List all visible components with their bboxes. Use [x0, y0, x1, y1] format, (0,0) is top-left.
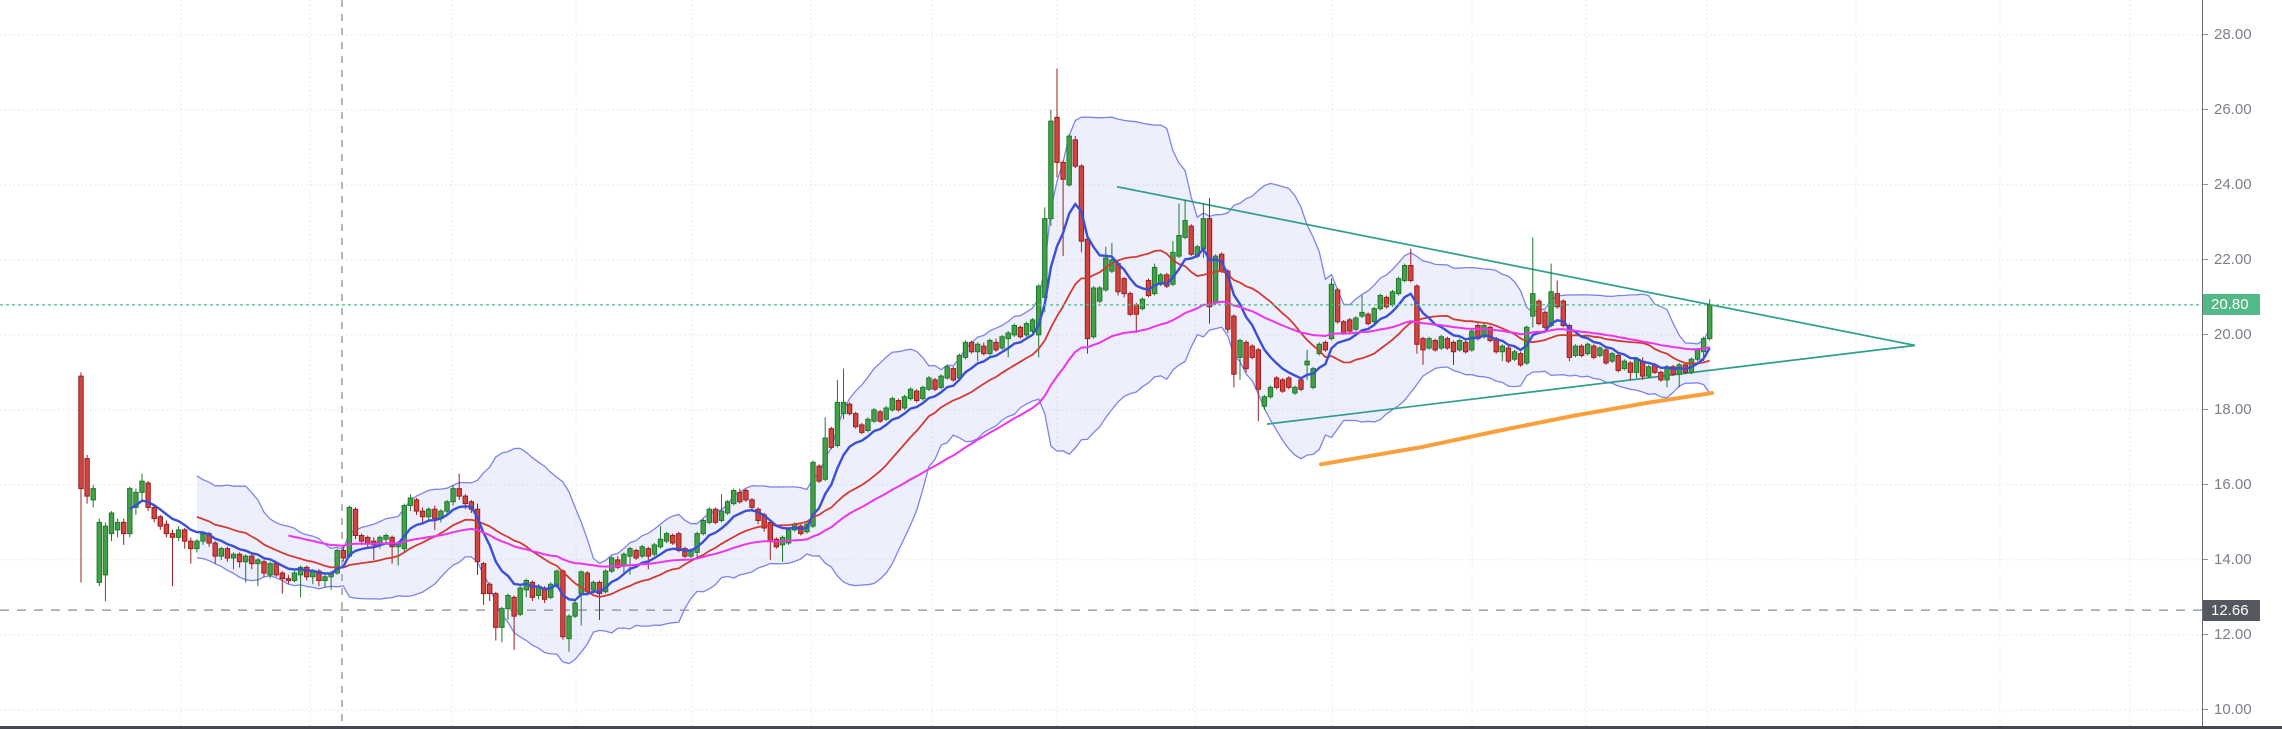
chart-bottom-border — [0, 726, 2282, 729]
price-tick-mark — [2203, 484, 2208, 486]
price-tick-label: 14.00 — [2214, 550, 2252, 568]
price-tick-label: 18.00 — [2214, 400, 2252, 418]
bollinger-fill — [196, 117, 1710, 664]
price-tick-mark — [2203, 634, 2208, 636]
price-tick-label: 10.00 — [2214, 700, 2252, 718]
price-tick-label: 16.00 — [2214, 475, 2252, 493]
orange-support-line[interactable] — [1319, 391, 1714, 467]
price-tick-label: 12.00 — [2214, 625, 2252, 643]
price-tick-label: 26.00 — [2214, 100, 2252, 118]
price-tick-label: 28.00 — [2214, 25, 2252, 43]
slow-ma-line — [288, 300, 1710, 568]
price-tick-mark — [2203, 184, 2208, 186]
price-tick-mark — [2203, 709, 2208, 711]
price-tick-label: 24.00 — [2214, 175, 2252, 193]
price-tick-mark — [2203, 34, 2208, 36]
price-tick-label: 22.00 — [2214, 250, 2252, 268]
price-axis[interactable]: 20.80 12.66 28.00 26.00 24.00 22.00 20.00 18.… — [2202, 0, 2282, 729]
price-tick-mark — [2203, 259, 2208, 261]
alert-level-badge: 12.66 — [2203, 599, 2260, 621]
last-price-badge: 20.80 — [2203, 294, 2260, 316]
price-tick-label: 20.00 — [2214, 325, 2252, 343]
bollinger-lower-band — [196, 326, 1711, 665]
price-tick-mark — [2203, 559, 2208, 561]
price-tick-mark — [2203, 409, 2208, 411]
price-tick-mark — [2203, 334, 2208, 336]
trendline-descending-resistance[interactable] — [1116, 185, 1916, 347]
bollinger-upper-band — [196, 116, 1711, 565]
trendline-ascending-support[interactable] — [1266, 344, 1916, 425]
bollinger-basis-ma — [196, 249, 1710, 598]
price-tick-mark — [2203, 109, 2208, 111]
